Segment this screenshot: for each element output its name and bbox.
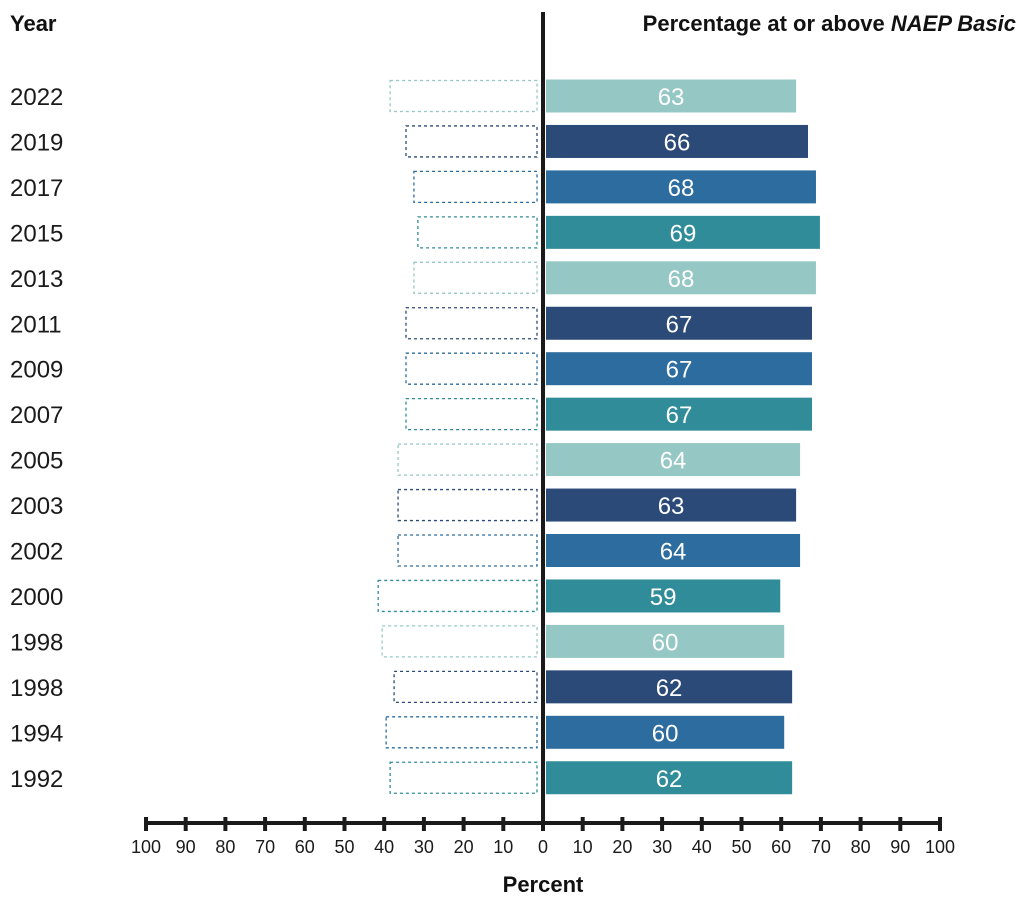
year-label: 2015 <box>10 220 63 247</box>
x-tick-label: 90 <box>176 837 196 857</box>
x-tick-label: 80 <box>851 837 871 857</box>
below-basic-outline <box>381 625 538 658</box>
x-tick-label: 20 <box>454 837 474 857</box>
below-basic-outline <box>393 670 538 703</box>
year-label: 2013 <box>10 266 63 293</box>
bar-value-label: 67 <box>666 357 693 384</box>
below-basic-outline <box>413 170 538 204</box>
x-tick-label: 0 <box>538 837 548 857</box>
x-tick-label: 60 <box>295 837 315 857</box>
bar-value-label: 63 <box>658 493 685 520</box>
x-tick-label: 50 <box>731 837 751 857</box>
bar-value-label: 60 <box>652 720 679 747</box>
basic-bar <box>546 534 801 567</box>
year-label: 2019 <box>10 129 63 156</box>
x-tick-label: 80 <box>215 837 235 857</box>
basic-bar <box>546 170 816 204</box>
below-basic-outline <box>413 261 538 294</box>
below-basic-outline <box>397 488 538 522</box>
bar-value-label: 63 <box>658 84 685 111</box>
year-label: 2000 <box>10 584 63 611</box>
bar-value-label: 68 <box>668 175 695 202</box>
basic-bar <box>546 443 801 477</box>
x-tick-label: 30 <box>652 837 672 857</box>
x-tick-label: 100 <box>131 837 161 857</box>
x-tick-label: 70 <box>255 837 275 857</box>
basic-bar <box>546 306 812 340</box>
below-basic-outline <box>417 216 538 249</box>
basic-bar <box>546 79 797 113</box>
basic-bar <box>546 352 812 386</box>
basic-bar <box>546 715 785 749</box>
year-label: 2009 <box>10 357 63 384</box>
x-axis-title: Percent <box>503 872 584 897</box>
x-tick-label: 90 <box>890 837 910 857</box>
bar-value-label: 67 <box>666 311 693 338</box>
year-label: 1998 <box>10 675 63 702</box>
basic-bar <box>546 670 793 704</box>
below-basic-outlines <box>377 79 538 794</box>
bar-value-label: 62 <box>656 675 683 702</box>
chart-title-prefix: Percentage at or above <box>643 11 891 36</box>
year-labels: 2022 2019 2017 2015 2013 2011 2009 2007 2005 2003… <box>10 84 63 793</box>
below-basic-outline <box>397 443 538 476</box>
basic-bar <box>546 124 809 158</box>
year-label: 2007 <box>10 402 63 429</box>
basic-bars: 63 66 68 69 68 67 67 67 64 63 64 59 60 62 60 62 <box>546 79 820 795</box>
basic-bar <box>546 761 793 795</box>
below-basic-outline <box>385 716 538 749</box>
bar-value-label: 64 <box>660 448 687 475</box>
below-basic-outline <box>389 79 538 113</box>
x-tick-label: 10 <box>573 837 593 857</box>
x-axis: 100 90 80 70 60 50 40 30 20 10 0 10 20 30 40 50 60 70 80 90… <box>131 12 955 857</box>
year-label: 2002 <box>10 539 63 566</box>
year-label: 2017 <box>10 175 63 202</box>
below-basic-outline <box>405 307 538 340</box>
bar-value-label: 64 <box>660 539 687 566</box>
basic-bar <box>546 261 816 295</box>
basic-bar <box>546 488 797 522</box>
below-basic-outline <box>405 397 538 431</box>
year-label: 1992 <box>10 766 63 793</box>
x-tick-label: 100 <box>925 837 955 857</box>
bar-value-label: 60 <box>652 629 679 656</box>
basic-bar <box>546 215 820 249</box>
year-label: 1994 <box>10 720 63 747</box>
basic-bar <box>546 397 812 431</box>
chart-title-emphasis: NAEP Basic <box>891 11 1016 36</box>
year-label: 1998 <box>10 629 63 656</box>
year-label: 2003 <box>10 493 63 520</box>
bar-value-label: 68 <box>668 266 695 293</box>
bar-value-label: 69 <box>670 220 697 247</box>
x-tick-label: 60 <box>771 837 791 857</box>
x-tick-label: 70 <box>811 837 831 857</box>
x-tick-label: 10 <box>493 837 513 857</box>
x-tick-label: 40 <box>374 837 394 857</box>
bar-value-label: 66 <box>664 129 691 156</box>
year-header: Year <box>10 11 57 36</box>
x-tick-label: 30 <box>414 837 434 857</box>
chart-title: Percentage at or above NAEP Basic <box>643 11 1016 36</box>
below-basic-outline <box>377 579 538 613</box>
year-label: 2005 <box>10 448 63 475</box>
basic-bar <box>546 579 781 613</box>
x-tick-label: 20 <box>612 837 632 857</box>
bar-value-label: 62 <box>656 766 683 793</box>
bar-value-label: 59 <box>650 584 677 611</box>
x-tick-label: 40 <box>692 837 712 857</box>
below-basic-outline <box>405 125 538 158</box>
below-basic-outline <box>389 761 538 794</box>
x-tick-label: 50 <box>334 837 354 857</box>
bar-value-label: 67 <box>666 402 693 429</box>
below-basic-outline <box>397 534 538 567</box>
basic-bar <box>546 624 785 658</box>
below-basic-outline <box>405 352 538 385</box>
year-label: 2011 <box>10 311 62 338</box>
year-label: 2022 <box>10 84 63 111</box>
